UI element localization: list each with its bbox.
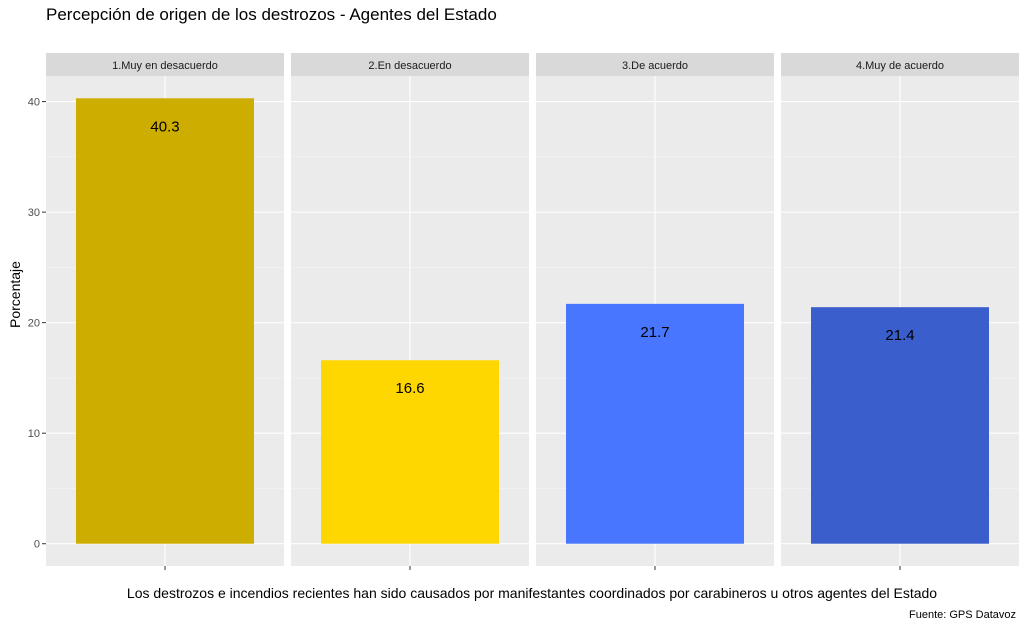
chart-title: Percepción de origen de los destrozos - … <box>46 5 497 24</box>
bar-value-label: 40.3 <box>150 118 179 135</box>
y-tick-label: 40 <box>28 97 40 109</box>
y-tick-label: 10 <box>28 428 40 440</box>
facet-label: 4.Muy de acuerdo <box>856 60 944 72</box>
facet-panel: 4.Muy de acuerdo 21.4 <box>781 53 1019 570</box>
facet-strip <box>536 53 774 76</box>
y-tick-label: 20 <box>28 318 40 330</box>
bar-value-label: 21.7 <box>640 324 669 341</box>
facet-strip <box>46 53 284 76</box>
x-axis-label: Los destrozos e incendios recientes han … <box>126 585 938 601</box>
facet-strip <box>291 53 529 76</box>
y-tick-label: 0 <box>34 539 40 551</box>
facet-panel: 2.En desacuerdo 16.6 <box>291 53 529 570</box>
bar <box>76 98 254 544</box>
bar-value-label: 21.4 <box>885 327 914 344</box>
facet-label: 2.En desacuerdo <box>368 60 451 72</box>
facet-strip <box>781 53 1019 76</box>
y-tick-label: 30 <box>28 207 40 219</box>
bar <box>566 303 744 544</box>
facet-panel: 1.Muy en desacuerdo 40.3 <box>46 53 284 570</box>
facet-label: 3.De acuerdo <box>622 60 688 72</box>
bar <box>811 307 989 544</box>
facet-panel: 3.De acuerdo 21.7 <box>536 53 774 570</box>
bar <box>321 360 499 544</box>
bar-value-label: 16.6 <box>395 380 424 397</box>
facet-label: 1.Muy en desacuerdo <box>112 60 218 72</box>
chart-caption: Fuente: GPS Datavoz <box>909 609 1016 621</box>
